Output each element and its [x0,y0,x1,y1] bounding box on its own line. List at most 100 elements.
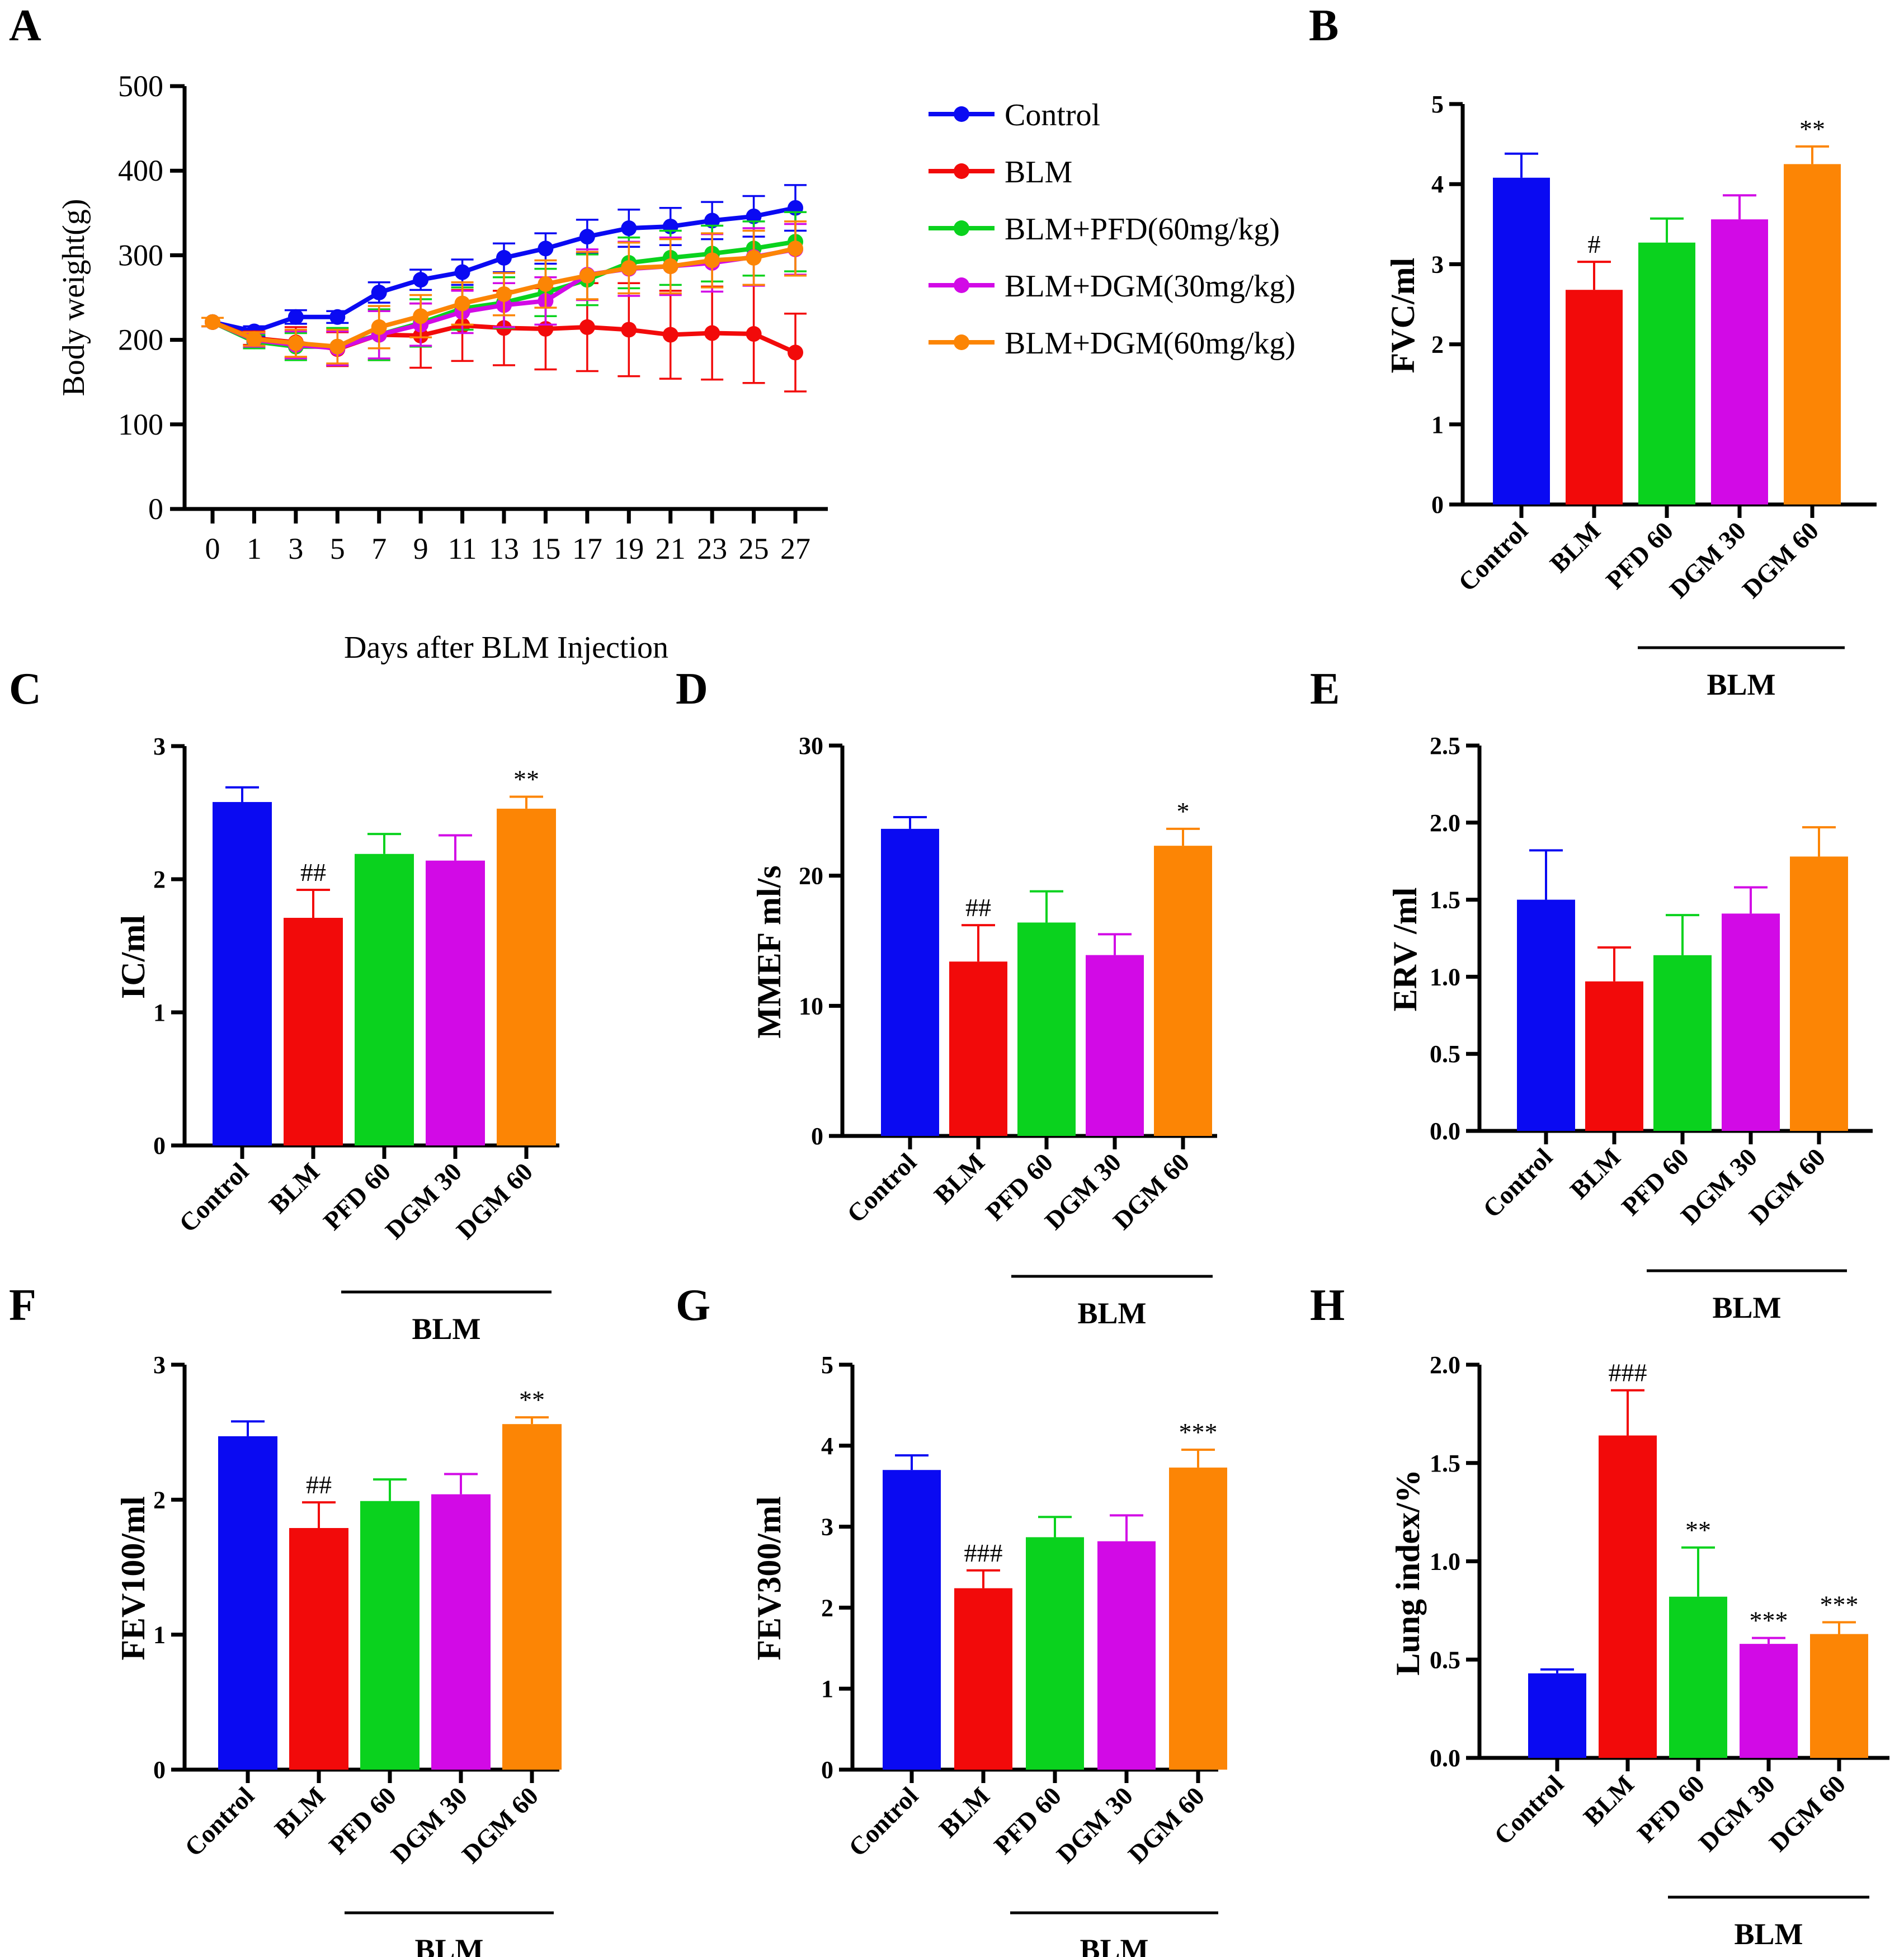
y-tick-label: 1 [153,999,166,1026]
y-tick-label: 5 [821,1351,833,1379]
significance-mark: * [1177,797,1190,826]
data-point [704,213,720,229]
panel-label: B [1309,1,1339,50]
group-label: BLM [414,1933,483,1957]
y-tick-label: 2 [153,866,166,893]
y-tick-label: 2 [821,1594,833,1621]
bar-dgm-60 [497,808,556,1145]
x-tick-label: 0 [205,532,220,565]
data-point [746,326,762,342]
y-tick-label: 1.0 [1430,963,1460,991]
x-tick-label: 1 [247,532,262,565]
y-tick-label: 4 [821,1432,833,1460]
bar-blm [284,918,343,1145]
y-tick-label: 100 [118,408,163,441]
significance-mark: ### [1609,1359,1647,1387]
data-point [205,314,220,330]
group-label: BLM [1080,1933,1148,1957]
data-point [329,309,346,325]
bar-dgm-60 [1154,846,1212,1136]
data-point [329,338,346,355]
data-point [538,276,554,292]
x-tick-label: 7 [371,532,387,565]
legend-label: BLM [1005,155,1072,190]
x-tick-label: 17 [572,532,602,565]
panel-label: E [1310,664,1340,714]
data-point [746,208,762,224]
y-tick-label: 3 [153,733,166,760]
bar-pfd-60 [355,853,414,1145]
data-point [788,345,803,361]
bar-control [218,1436,277,1770]
y-tick-label: 0 [153,1756,166,1784]
data-point [413,308,429,324]
y-tick-label: 200 [118,323,163,357]
y-tick-label: 1 [1431,411,1444,438]
y-tick-label: 0 [148,492,163,526]
y-tick-label: 0.5 [1430,1040,1460,1068]
data-point [538,241,554,257]
y-tick-label: 3 [153,1351,166,1379]
bar-dgm-60 [502,1424,562,1770]
bar-control [883,1470,941,1770]
y-tick-label: 0 [153,1132,166,1159]
panel-label: A [9,1,41,50]
bar-blm [954,1588,1012,1770]
bar-blm [1585,981,1643,1131]
bar-pfd-60 [1653,955,1712,1131]
y-tick-label: 2.0 [1430,809,1460,837]
y-axis-title: FEV300/ml [751,1496,788,1660]
y-tick-label: 1.5 [1430,886,1460,914]
bar-control [1517,899,1575,1131]
legend-marker [954,220,969,236]
data-point [662,258,678,275]
bar-blm [1599,1435,1657,1758]
y-tick-label: 1.5 [1430,1450,1460,1477]
y-tick-label: 500 [118,69,163,103]
significance-mark: # [1588,230,1601,258]
series-control [201,184,807,339]
significance-mark: ** [1799,115,1825,143]
data-point [246,331,262,347]
x-tick-label: 3 [288,532,303,565]
y-tick-label: 0 [821,1756,833,1784]
data-point [413,272,429,288]
panel-label: H [1310,1281,1345,1330]
data-point [579,229,595,245]
bar-pfd-60 [1026,1537,1084,1770]
y-axis-title: Lung index/% [1389,1469,1426,1675]
y-axis-title: ERV /ml [1387,888,1424,1012]
y-tick-label: 2.5 [1430,732,1460,760]
bar-dgm-60 [1790,856,1848,1131]
data-point [454,264,470,280]
legend-label: BLM+DGM(60mg/kg) [1005,326,1295,361]
x-tick-label: 11 [448,532,477,565]
bar-control [213,801,272,1145]
data-point [621,220,637,237]
y-tick-label: 4 [1431,171,1444,198]
x-tick-label: 9 [413,532,428,565]
y-tick-label: 0.0 [1430,1744,1460,1772]
data-point [662,327,678,343]
legend-label: BLM+DGM(30mg/kg) [1005,269,1295,304]
data-point [371,284,387,300]
legend-label: BLM+PFD(60mg/kg) [1005,212,1280,247]
data-point [788,241,803,257]
bar-control [1493,177,1550,504]
y-tick-label: 0 [811,1123,823,1150]
bar-control [1528,1673,1586,1758]
panel-label: D [676,664,708,714]
legend-marker [954,277,969,293]
bar-dgm-30 [1740,1644,1798,1758]
x-tick-label: 21 [656,532,686,565]
legend-marker [954,163,969,179]
bar-dgm-60 [1810,1634,1868,1758]
y-axis-title: FVC/ml [1384,258,1421,374]
y-tick-label: 0 [1431,491,1444,518]
significance-mark: *** [1750,1606,1788,1635]
y-tick-label: 1.0 [1430,1548,1460,1576]
data-point [579,319,595,335]
